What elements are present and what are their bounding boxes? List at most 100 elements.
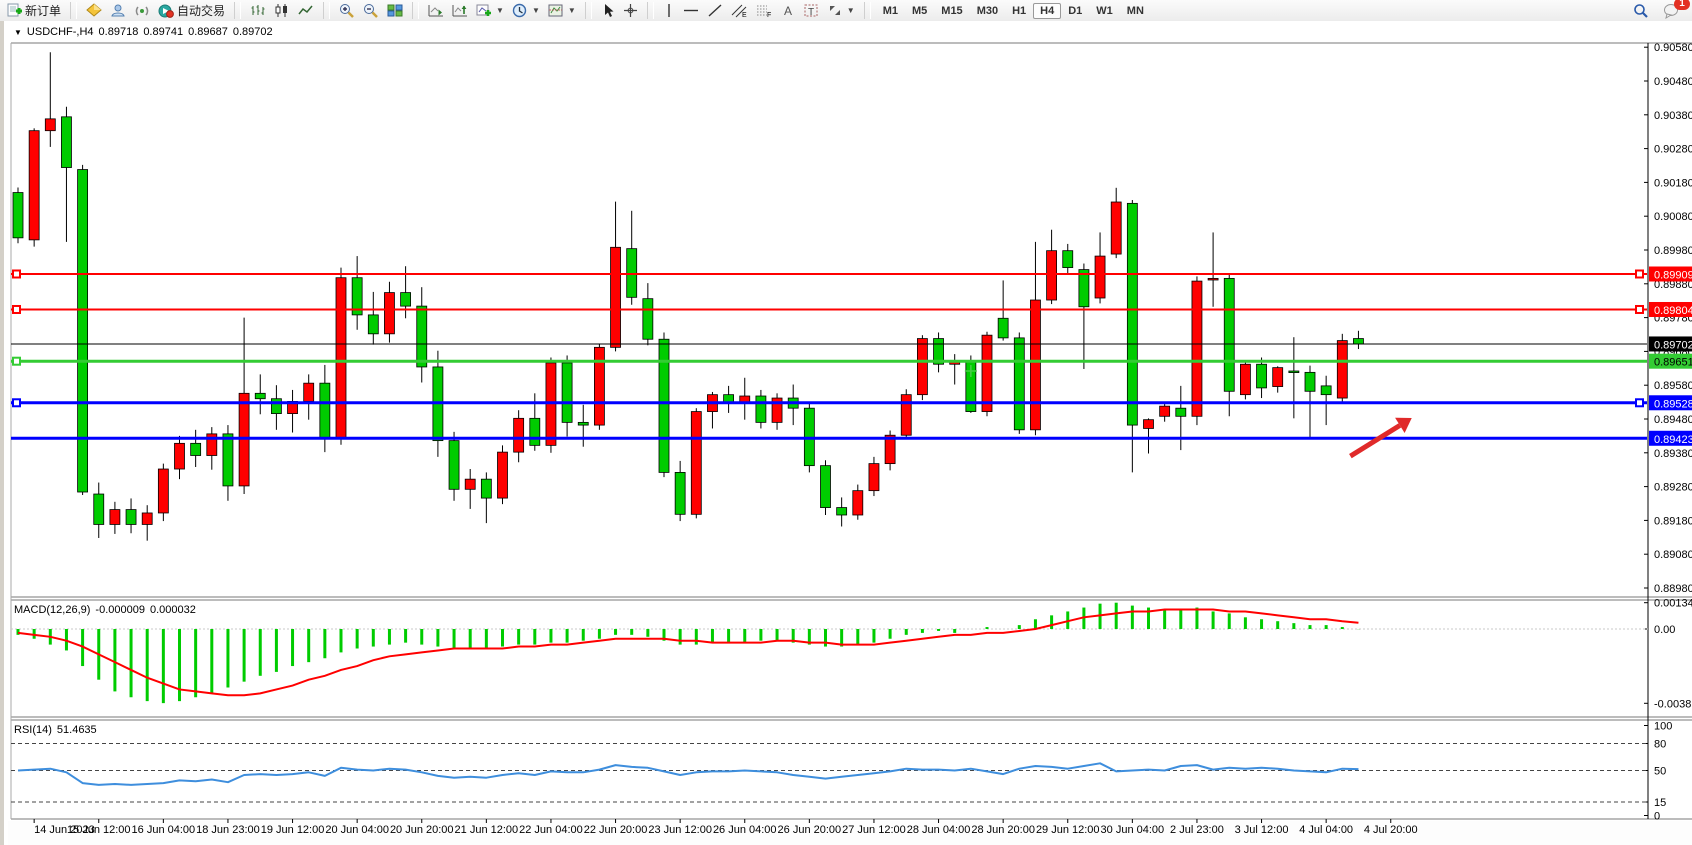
rsi-axis[interactable]: 100 80 50 15 0 <box>11 721 1672 823</box>
candlestick <box>109 509 121 525</box>
date-label: 26 Jun 20:00 <box>778 824 842 836</box>
candlestick <box>497 451 508 499</box>
candlestick <box>367 314 379 335</box>
cross-marker[interactable] <box>964 365 977 378</box>
timeframe-m5[interactable]: M5 <box>912 4 928 17</box>
horizontal-line-button[interactable] <box>679 1 703 21</box>
tile-windows-button[interactable] <box>383 1 407 21</box>
toolbar-separator <box>412 2 420 19</box>
timeframe-group: M1 M5 M15 M30 H1 H4 D1 W1 MN <box>873 0 1154 21</box>
timeframe-m15[interactable]: M15 <box>941 4 963 17</box>
label-button[interactable]: T <box>799 1 823 21</box>
channel-button[interactable]: E <box>727 1 752 21</box>
arrows-button[interactable]: ▼ <box>823 1 859 21</box>
timeframe-m1[interactable]: M1 <box>882 4 898 17</box>
date-label: 4 Jul 04:00 <box>1299 824 1353 836</box>
line-chart-button[interactable] <box>294 1 318 21</box>
rsi-label: RSI(14) 51.4635 <box>14 724 97 736</box>
macd-tick: 0.001349 <box>1654 598 1692 610</box>
zoom-in-button[interactable] <box>335 1 359 21</box>
template-button[interactable]: ▼ <box>544 1 580 21</box>
level-lines[interactable]: 0.89909 0.89804 0.89702 0.89651 0.89528 0.894… <box>11 266 1692 446</box>
arrow-annotation[interactable] <box>1349 423 1402 459</box>
candlestick <box>1336 340 1348 399</box>
cursor-button[interactable] <box>597 1 619 21</box>
trendline-button[interactable] <box>703 1 727 21</box>
chart-frame <box>10 42 1692 820</box>
date-label: 30 Jun 04:00 <box>1101 824 1165 836</box>
date-label: 4 Jul 20:00 <box>1364 824 1418 836</box>
price-badge <box>1649 430 1692 446</box>
symbol-title: USDCHF-,H4 <box>26 26 94 38</box>
text-button[interactable]: A <box>777 1 799 21</box>
timeframe-h4[interactable]: H4 <box>1033 2 1062 19</box>
bar-chart-button[interactable] <box>246 1 270 21</box>
metaeditor-button[interactable] <box>82 1 106 21</box>
signals-button[interactable] <box>130 1 154 21</box>
rsi-tick: 80 <box>1654 739 1666 751</box>
timeframe-mn[interactable]: MN <box>1126 4 1144 17</box>
timeframe-d1[interactable]: D1 <box>1068 4 1083 17</box>
chart-shift-button[interactable] <box>448 1 472 21</box>
price-badge <box>1649 353 1692 369</box>
notifications-button[interactable]: 1 <box>1659 0 1690 21</box>
candlestick <box>206 433 218 456</box>
candlestick <box>335 277 347 439</box>
new-chart-button[interactable]: ▼ <box>472 1 508 21</box>
svg-text:T: T <box>808 7 814 18</box>
price-tick: 0.90080 <box>1654 211 1692 223</box>
autotrading-button[interactable]: 自动交易 <box>154 1 229 21</box>
candlestick <box>1207 277 1219 281</box>
candlestick <box>1304 371 1316 392</box>
text-icon: A <box>781 3 795 18</box>
auto-scroll-button[interactable] <box>424 1 448 21</box>
price-tick: 0.89180 <box>1654 515 1692 527</box>
date-label: 22 Jun 20:00 <box>584 824 648 836</box>
vertical-line-button[interactable] <box>659 1 679 21</box>
candlestick <box>190 442 202 456</box>
candlestick <box>1191 280 1203 417</box>
rsi-value: 51.4635 <box>56 724 97 736</box>
candlestick <box>1272 367 1284 387</box>
candlestick <box>1110 201 1122 255</box>
candlestick <box>1030 299 1041 431</box>
chart-canvas[interactable]: 0.90580 0.90480 0.90380 0.90280 0.90180 0.900… <box>4 21 1692 845</box>
timeframe-h1[interactable]: H1 <box>1012 4 1027 17</box>
price-tick: 0.89880 <box>1654 279 1692 291</box>
cursor-icon <box>601 3 615 18</box>
timeframe-m30[interactable]: M30 <box>976 4 999 17</box>
chevron-down-icon: ▼ <box>496 6 504 15</box>
crosshair-button[interactable] <box>619 1 642 21</box>
new-order-button[interactable]: 新订单 <box>3 1 65 21</box>
price-badge-text: 0.89702 <box>1654 339 1692 351</box>
annotations[interactable] <box>964 365 1412 459</box>
macd-signal-value: 0.000032 <box>149 604 196 616</box>
macd-tick: 0.00 <box>1654 624 1675 636</box>
crosshair-icon <box>623 3 638 18</box>
chart-menu-icon[interactable]: ▼ <box>14 27 22 37</box>
candlestick <box>836 507 848 516</box>
line-chart-icon <box>298 3 314 18</box>
toolbar-separator <box>234 2 242 19</box>
macd-label: MACD(12,26,9) -0.000009 0.000032 <box>14 604 196 616</box>
candlestick <box>1013 337 1025 431</box>
candlestick <box>1320 385 1332 396</box>
timeframe-w1[interactable]: W1 <box>1096 4 1113 17</box>
search-button[interactable] <box>1629 1 1653 21</box>
community-button[interactable] <box>106 1 130 21</box>
macd-name: MACD(12,26,9) <box>14 604 91 616</box>
fibonacci-button[interactable]: F <box>752 1 777 21</box>
candlestick-chart-button[interactable] <box>270 1 294 21</box>
period-button[interactable]: ▼ <box>508 1 544 21</box>
zoom-out-button[interactable] <box>359 1 383 21</box>
price-tick: 0.90580 <box>1654 42 1692 54</box>
candlesticks <box>12 52 1364 541</box>
date-label: 29 Jun 12:00 <box>1036 824 1100 836</box>
candlestick <box>820 465 831 508</box>
chart-window[interactable]: ▼ USDCHF-,H4 0.89718 0.89741 0.89687 0.8… <box>0 21 1692 845</box>
candlestick <box>174 442 185 470</box>
price-tick: 0.89480 <box>1654 414 1692 426</box>
price-badge-text: 0.89804 <box>1654 305 1692 317</box>
